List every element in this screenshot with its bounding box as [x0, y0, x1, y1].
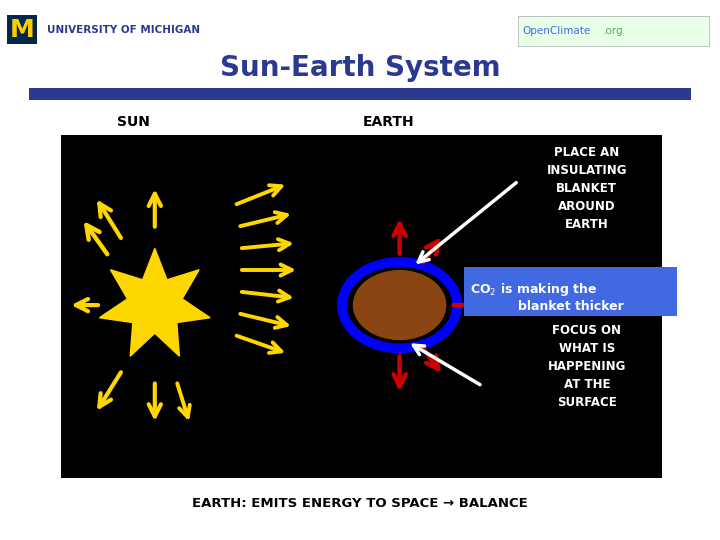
Text: PLACE AN
INSULATING
BLANKET
AROUND
EARTH: PLACE AN INSULATING BLANKET AROUND EARTH — [546, 146, 627, 231]
Bar — [518, 16, 709, 46]
Text: OpenClimate: OpenClimate — [522, 26, 590, 36]
Bar — [464, 267, 677, 316]
Text: .org: .org — [603, 26, 624, 36]
Text: SUN: SUN — [117, 114, 150, 129]
Text: EARTH: EARTH — [363, 114, 415, 129]
Text: Sun-Earth System: Sun-Earth System — [220, 53, 500, 82]
Bar — [29, 88, 691, 100]
Bar — [61, 135, 662, 478]
Text: blanket thicker: blanket thicker — [518, 300, 624, 313]
Text: EARTH: EMITS ENERGY TO SPACE → BALANCE: EARTH: EMITS ENERGY TO SPACE → BALANCE — [192, 497, 528, 510]
Polygon shape — [99, 248, 210, 356]
Text: CO$_2$ is making the: CO$_2$ is making the — [470, 281, 598, 299]
Text: UNIVERSITY OF MICHIGAN: UNIVERSITY OF MICHIGAN — [47, 25, 200, 35]
Text: M: M — [9, 18, 34, 42]
Circle shape — [353, 270, 446, 340]
Text: FOCUS ON
WHAT IS
HAPPENING
AT THE
SURFACE: FOCUS ON WHAT IS HAPPENING AT THE SURFAC… — [548, 324, 626, 409]
